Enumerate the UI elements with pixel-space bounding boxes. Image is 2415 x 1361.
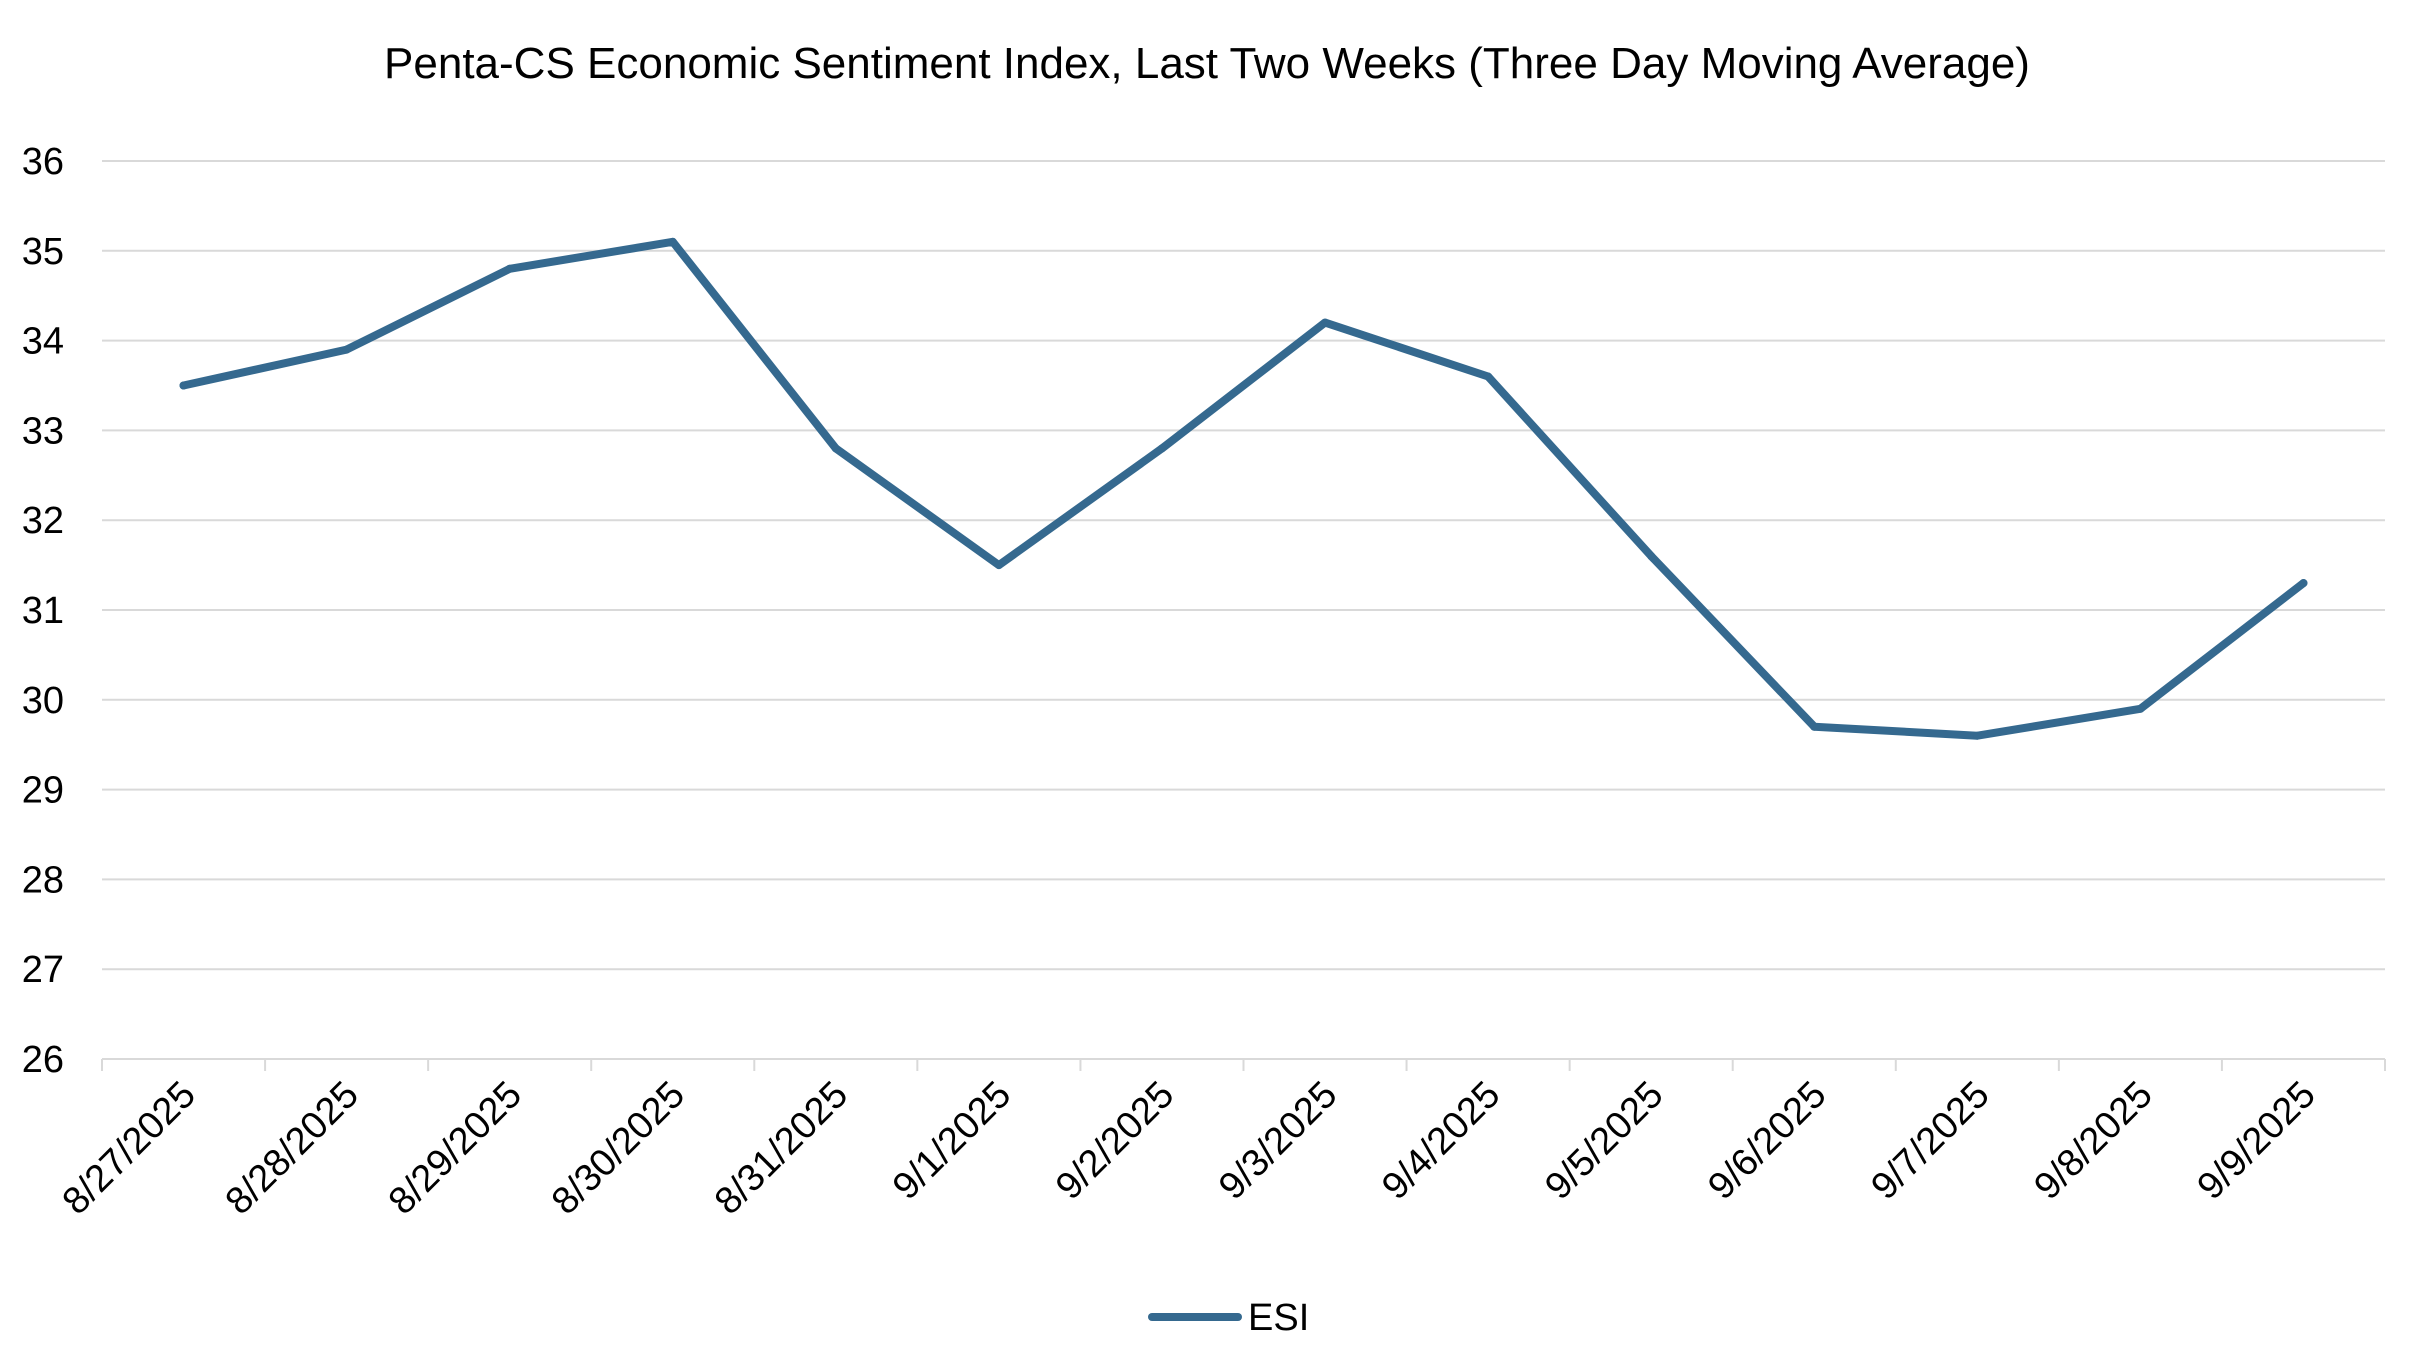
x-tick-label: 8/31/2025: [707, 1074, 856, 1223]
y-tick-label: 30: [22, 680, 64, 722]
data-point: [1973, 731, 1982, 740]
data-point: [1484, 372, 1493, 381]
data-point: [1647, 552, 1656, 561]
data-point: [342, 345, 351, 354]
x-tick-label: 8/28/2025: [218, 1074, 367, 1223]
data-point: [668, 237, 677, 246]
y-tick-label: 26: [22, 1039, 64, 1081]
x-tick-label: 8/27/2025: [55, 1074, 204, 1223]
data-point: [1321, 318, 1330, 327]
y-tick-label: 34: [22, 321, 64, 363]
legend: ESI: [1148, 1297, 1309, 1339]
series-layer: [179, 237, 2308, 740]
x-tick-label: 8/29/2025: [381, 1074, 530, 1223]
y-axis-tick-labels: 26 27 28 29 30 31 32 33 34 35 36: [22, 141, 64, 1081]
data-point: [2299, 579, 2308, 588]
x-tick-label: 9/6/2025: [1700, 1074, 1834, 1208]
x-axis-tick-labels: 8/27/2025 8/28/2025 8/29/2025 8/30/2025 8/31…: [55, 1074, 2324, 1223]
gridlines: [102, 160, 2385, 971]
y-tick-label: 31: [22, 590, 64, 632]
data-point: [994, 561, 1003, 570]
legend-label-esi: ESI: [1248, 1297, 1309, 1339]
data-point: [505, 264, 514, 273]
x-tick-label: 8/30/2025: [544, 1074, 693, 1223]
x-tick-label: 9/8/2025: [2026, 1074, 2160, 1208]
x-tick-label: 9/1/2025: [885, 1074, 1019, 1208]
x-axis: [101, 1058, 2386, 1071]
data-point: [1810, 722, 1819, 731]
x-tick-label: 9/9/2025: [2190, 1074, 2324, 1208]
data-point: [1157, 444, 1166, 453]
y-tick-label: 36: [22, 141, 64, 183]
data-point: [831, 444, 840, 453]
y-tick-label: 32: [22, 500, 64, 542]
x-tick-label: 9/4/2025: [1374, 1074, 1508, 1208]
data-point: [179, 381, 188, 390]
x-tick-label: 9/7/2025: [1863, 1074, 1997, 1208]
data-point: [2136, 704, 2145, 713]
y-tick-label: 29: [22, 770, 64, 812]
y-tick-label: 27: [22, 949, 64, 991]
y-tick-label: 28: [22, 859, 64, 901]
x-tick-label: 9/5/2025: [1537, 1074, 1671, 1208]
y-tick-label: 35: [22, 231, 64, 273]
x-tick-label: 9/3/2025: [1211, 1074, 1345, 1208]
y-tick-label: 33: [22, 410, 64, 452]
x-tick-label: 9/2/2025: [1048, 1074, 1182, 1208]
chart-title: Penta-CS Economic Sentiment Index, Last …: [384, 39, 2030, 88]
series-line-esi: [179, 237, 2308, 740]
